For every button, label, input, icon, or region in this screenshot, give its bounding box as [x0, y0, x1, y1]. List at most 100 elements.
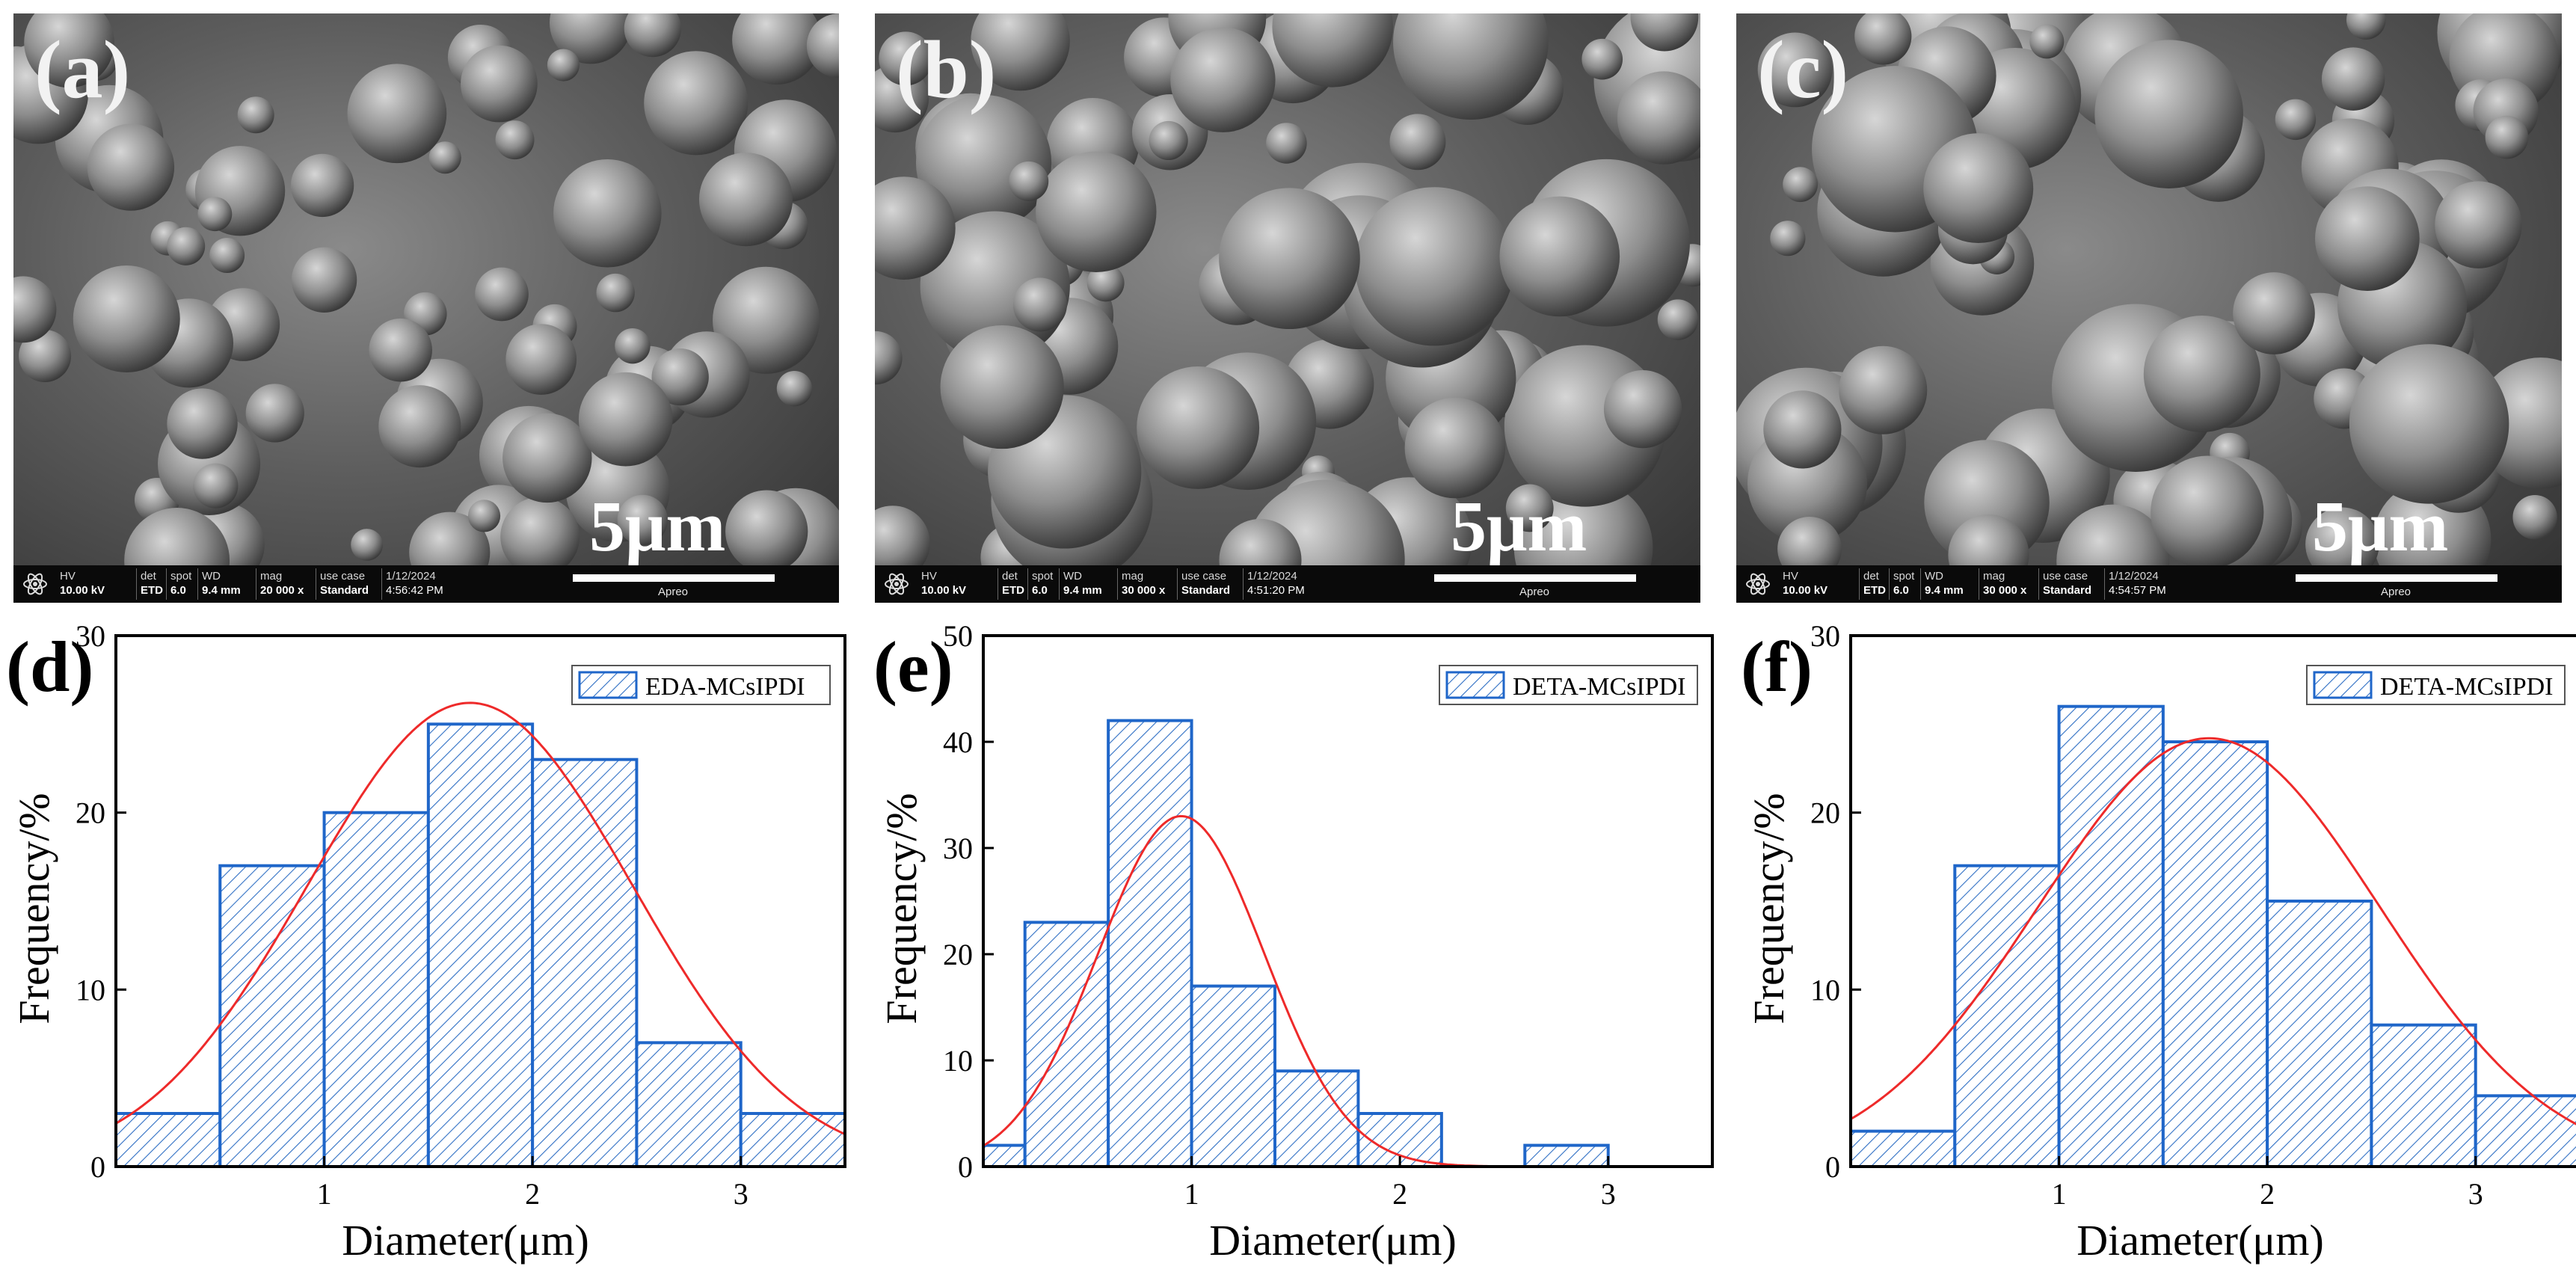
- particle: [879, 31, 933, 86]
- panel-label: (d): [6, 627, 93, 707]
- databar-brand: Apreo: [1519, 586, 1550, 598]
- y-tick-label: 30: [943, 832, 973, 865]
- databar-separator: [197, 568, 198, 600]
- plot-frame: [114, 634, 846, 1168]
- particle: [467, 500, 501, 532]
- particle: [237, 96, 274, 134]
- histogram-bar: [1953, 864, 2061, 1168]
- particle: [461, 45, 538, 123]
- particle: [698, 153, 793, 247]
- particle: [1404, 397, 1506, 499]
- y-tick-label: 10: [943, 1044, 973, 1078]
- y-tick-label: 30: [76, 619, 105, 653]
- particle: [369, 318, 432, 382]
- particle: [197, 197, 233, 232]
- particle: [1219, 518, 1302, 565]
- particle: [2321, 47, 2385, 111]
- particle: [725, 490, 808, 565]
- particle: [1355, 187, 1514, 346]
- histogram-bar: [218, 864, 326, 1168]
- particle: [1389, 114, 1446, 170]
- scale-bar: [573, 574, 775, 582]
- scale-text: 5μm: [1451, 486, 1587, 566]
- particle: [500, 497, 580, 565]
- particle: [13, 276, 57, 343]
- y-axis-label: Frequency/%: [10, 793, 58, 1024]
- histogram-bar: [322, 811, 430, 1169]
- databar-spot: spot 6.0: [170, 570, 192, 597]
- databar-separator: [2038, 568, 2039, 600]
- particle: [1393, 13, 1549, 120]
- particle: [475, 267, 529, 322]
- particle: [875, 176, 956, 280]
- histogram-bar: [2057, 704, 2165, 1168]
- particle: [1854, 13, 1912, 65]
- particle: [875, 331, 903, 385]
- particle: [1657, 299, 1699, 340]
- particle: [1757, 32, 1833, 108]
- databar-separator: [166, 568, 167, 600]
- particle: [875, 506, 930, 565]
- particle: [2056, 504, 2170, 565]
- plot-frame: [982, 634, 1714, 1168]
- atom-icon: [885, 573, 909, 595]
- sem-databar: HV 10.00 kV det ETD spot 6.0 WD 9.4 mm mag 30 000…: [875, 565, 1700, 603]
- y-tick-label: 10: [1810, 973, 1840, 1007]
- histogram-bar: [531, 758, 639, 1168]
- particle: [1012, 277, 1067, 332]
- particle: [428, 141, 461, 174]
- histogram-bar: [739, 1112, 847, 1168]
- legend-swatch: [2313, 671, 2373, 699]
- databar-mag: mag 30 000 x: [1122, 570, 1166, 597]
- particle: [2094, 40, 2243, 188]
- databar-wd: WD 9.4 mm: [1063, 570, 1102, 597]
- databar-brand: Apreo: [2381, 586, 2411, 598]
- particle: [617, 494, 668, 545]
- databar-date: 1/12/2024 4:56:42 PM: [386, 570, 443, 597]
- histogram-bar: [114, 1112, 222, 1168]
- histogram-svg: (d)1 2 30102030Diameter(μm)Frequency/%EDA-…: [6, 619, 847, 1265]
- y-tick-label: 20: [76, 796, 105, 830]
- fit-curve: [1851, 737, 2576, 1125]
- particle: [1617, 71, 1700, 165]
- particle: [596, 273, 635, 313]
- databar-date: 1/12/2024 4:54:57 PM: [2109, 570, 2166, 597]
- y-tick-label: 30: [1810, 619, 1840, 653]
- x-tick-label: 1: [1184, 1177, 1199, 1211]
- y-tick-label: 20: [943, 938, 973, 971]
- particle: [578, 372, 673, 467]
- particle: [73, 265, 180, 373]
- particle: [1170, 27, 1276, 132]
- particle: [651, 348, 709, 406]
- histogram-bar: [982, 1143, 1027, 1168]
- particle: [2029, 24, 2065, 59]
- x-tick-label: 1: [317, 1177, 332, 1211]
- particle: [2143, 315, 2260, 432]
- sem-particles: [1736, 13, 2562, 565]
- particle: [209, 238, 245, 274]
- histogram-d: (d) 1 2 3 0 10 20 30 Diameter(μm) Frequency/% EDA-…: [0, 619, 847, 1273]
- y-axis-label: Frequency/%: [877, 793, 926, 1024]
- legend-swatch: [578, 671, 638, 699]
- sem-databar: HV 10.00 kV det ETD spot 6.0 WD 9.4 mm mag 20 000…: [13, 565, 839, 603]
- databar-spot: spot 6.0: [1032, 570, 1054, 597]
- particle: [2485, 115, 2529, 159]
- x-tick-label: 1: [2052, 1177, 2067, 1211]
- x-tick-label: 3: [1601, 1177, 1616, 1211]
- panel-label: (c): [1757, 24, 1849, 115]
- x-tick-label: 3: [2468, 1177, 2483, 1211]
- particle: [971, 13, 1070, 91]
- histogram-bar: [2370, 1023, 2477, 1169]
- scale-text: 5μm: [589, 486, 726, 566]
- particle: [1036, 151, 1157, 272]
- particle: [87, 123, 175, 211]
- particle: [1770, 221, 1806, 256]
- particle: [2233, 272, 2315, 354]
- histogram-bar: [2266, 900, 2373, 1168]
- particle: [124, 508, 230, 565]
- particle: [1948, 514, 2029, 565]
- y-tick-label: 0: [958, 1150, 973, 1184]
- histogram-bar: [1849, 1129, 1957, 1169]
- databar-hv: HV 10.00 kV: [1783, 570, 1828, 597]
- databar-date: 1/12/2024 4:51:20 PM: [1247, 570, 1305, 597]
